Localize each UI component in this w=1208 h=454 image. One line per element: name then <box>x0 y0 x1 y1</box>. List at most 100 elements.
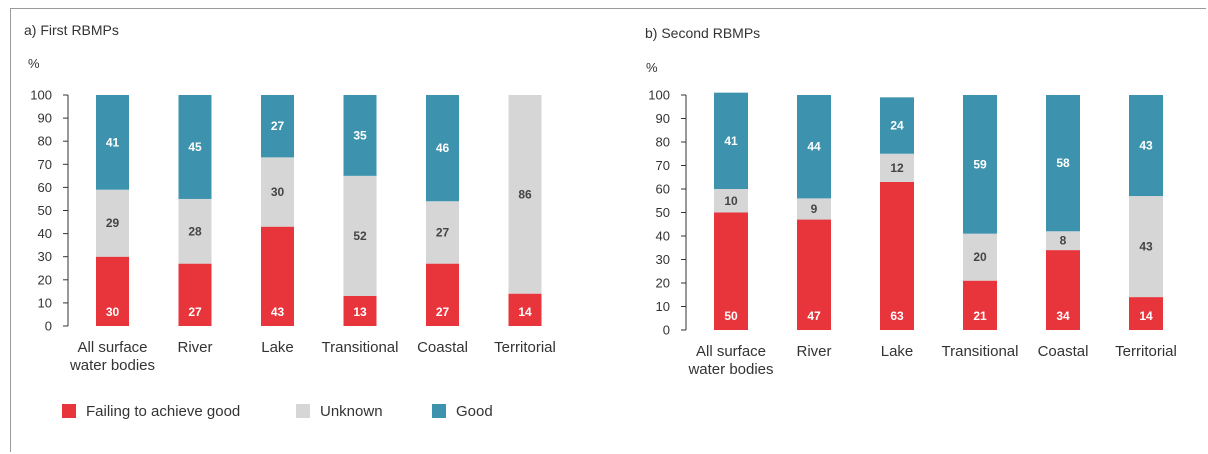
category-label: Territorial <box>1115 343 1177 360</box>
data-label-failing: 34 <box>1056 309 1070 323</box>
bar-failing <box>508 293 542 326</box>
y-tick-label: 0 <box>663 323 670 338</box>
bar-good <box>1129 95 1163 197</box>
bar-good <box>880 97 914 154</box>
data-label-unknown: 43 <box>1139 240 1153 254</box>
y-tick-label: 100 <box>30 88 52 103</box>
category-label: All surface water bodies <box>69 339 155 374</box>
data-label-failing: 21 <box>973 309 987 323</box>
category-label: Territorial <box>494 339 556 356</box>
category-label: River <box>796 343 831 360</box>
bar-good <box>343 95 377 176</box>
data-label-unknown: 52 <box>353 229 367 243</box>
data-label-failing: 63 <box>890 309 904 323</box>
y-tick-label: 30 <box>656 252 670 267</box>
data-label-good: 43 <box>1139 139 1153 153</box>
category-label: Coastal <box>417 339 468 356</box>
y-tick-label: 0 <box>45 319 52 334</box>
category-label: Lake <box>881 343 914 360</box>
y-tick-label: 10 <box>38 295 52 310</box>
bar-unknown <box>880 153 914 182</box>
bar-good <box>261 95 294 158</box>
data-label-failing: 14 <box>1139 309 1153 323</box>
data-label-unknown: 10 <box>724 194 738 208</box>
bar-good <box>426 95 459 202</box>
bar-failing <box>96 256 129 326</box>
data-label-failing: 47 <box>807 309 821 323</box>
bar-failing <box>880 181 914 330</box>
legend: Failing to achieve good Unknown Good <box>62 403 493 420</box>
y-tick-label: 50 <box>38 203 52 218</box>
bar-unknown <box>426 201 459 264</box>
data-label-good: 58 <box>1056 156 1070 170</box>
data-label-good: 35 <box>353 128 367 142</box>
bar-good <box>963 95 997 234</box>
bar-unknown <box>714 189 748 213</box>
y-tick-label: 10 <box>656 299 670 314</box>
y-tick-label: 70 <box>38 157 52 172</box>
category-label: All surface water bodies <box>687 343 773 378</box>
data-label-failing: 43 <box>271 305 285 319</box>
data-label-failing: 30 <box>106 305 120 319</box>
bar-unknown <box>261 157 294 227</box>
bar-good <box>1046 95 1080 232</box>
data-label-good: 46 <box>436 141 450 155</box>
legend-label-good: Good <box>456 403 493 420</box>
y-tick-label: 80 <box>38 134 52 149</box>
bar-unknown <box>963 233 997 281</box>
data-label-failing: 14 <box>518 305 532 319</box>
chart-panel-2: b) Second RBMPs% 0 10 20 30 40 50 60 70 80 90 100 50… <box>645 25 1177 378</box>
legend-label-unknown: Unknown <box>320 403 383 420</box>
data-label-unknown: 12 <box>890 161 904 175</box>
y-tick-label: 60 <box>656 182 670 197</box>
data-label-unknown: 28 <box>188 224 202 238</box>
data-label-good: 27 <box>271 119 285 133</box>
bar-unknown <box>508 95 542 294</box>
y-tick-label: 80 <box>656 135 670 150</box>
legend-swatch-good <box>432 404 446 418</box>
bar-failing <box>1129 297 1163 330</box>
y-axis-unit: % <box>646 60 658 75</box>
category-label: River <box>177 339 212 356</box>
y-axis-unit: % <box>28 56 40 71</box>
bar-unknown <box>343 175 377 296</box>
y-tick-label: 100 <box>648 88 670 103</box>
y-tick-label: 60 <box>38 180 52 195</box>
y-tick-label: 20 <box>38 272 52 287</box>
y-tick-label: 90 <box>656 111 670 126</box>
y-tick-label: 30 <box>38 249 52 264</box>
y-tick-label: 20 <box>656 276 670 291</box>
y-tick-label: 40 <box>38 226 52 241</box>
bar-failing <box>178 263 212 326</box>
data-label-failing: 27 <box>188 305 202 319</box>
bar-failing <box>261 226 294 326</box>
y-tick-label: 50 <box>656 205 670 220</box>
category-label: Lake <box>261 339 294 356</box>
data-label-good: 24 <box>890 119 904 133</box>
data-label-unknown: 27 <box>436 225 450 239</box>
data-label-unknown: 30 <box>271 185 285 199</box>
data-label-unknown: 8 <box>1060 234 1067 248</box>
bar-unknown <box>1046 231 1080 251</box>
legend-swatch-unknown <box>296 404 310 418</box>
category-label: Transitional <box>942 343 1019 360</box>
bar-good <box>178 95 212 199</box>
data-label-good: 59 <box>973 157 987 171</box>
chart-title: b) Second RBMPs <box>645 25 760 41</box>
bar-good <box>96 95 129 190</box>
legend-swatch-failing <box>62 404 76 418</box>
category-label: Coastal <box>1038 343 1089 360</box>
data-label-good: 45 <box>188 140 202 154</box>
bar-failing <box>343 295 377 326</box>
chart-panel-1: a) First RBMPs% 0 10 20 30 40 50 60 70 80 90 100 30 2… <box>24 22 556 374</box>
bar-failing <box>714 212 748 330</box>
chart-title: a) First RBMPs <box>24 22 119 38</box>
y-tick-label: 70 <box>656 158 670 173</box>
data-label-good: 44 <box>807 140 821 154</box>
data-label-failing: 13 <box>353 305 367 319</box>
bar-failing <box>797 219 831 330</box>
y-tick-label: 90 <box>38 111 52 126</box>
bar-failing <box>963 280 997 330</box>
data-label-failing: 50 <box>724 309 738 323</box>
